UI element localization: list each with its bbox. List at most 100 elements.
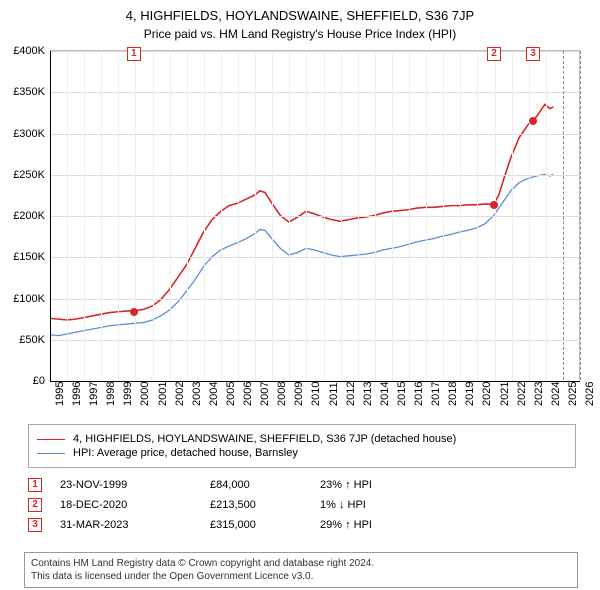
y-gridline bbox=[50, 175, 579, 176]
x-gridline bbox=[187, 51, 188, 380]
x-tick-label: 1998 bbox=[105, 382, 117, 406]
sale-date: 31-MAR-2023 bbox=[60, 519, 210, 531]
x-gridline bbox=[238, 51, 239, 380]
legend-swatch bbox=[37, 453, 65, 454]
y-gridline bbox=[50, 92, 579, 93]
x-tick-label: 2020 bbox=[481, 382, 493, 406]
y-tick-label: £250K bbox=[0, 169, 45, 181]
sale-delta: 29% ↑ HPI bbox=[320, 519, 440, 531]
sale-delta: 23% ↑ HPI bbox=[320, 479, 440, 491]
x-gridline bbox=[67, 51, 68, 380]
x-gridline bbox=[546, 51, 547, 380]
x-tick-label: 2014 bbox=[379, 382, 391, 406]
y-gridline bbox=[50, 257, 579, 258]
sale-row-marker: 2 bbox=[28, 498, 42, 512]
sale-marker-box: 1 bbox=[127, 47, 141, 61]
x-gridline bbox=[289, 51, 290, 380]
sale-date: 18-DEC-2020 bbox=[60, 499, 210, 511]
x-tick-label: 1996 bbox=[71, 382, 83, 406]
x-gridline bbox=[272, 51, 273, 380]
x-gridline bbox=[324, 51, 325, 380]
legend-swatch bbox=[37, 439, 65, 440]
y-tick-label: £50K bbox=[0, 334, 45, 346]
footer-line-2: This data is licensed under the Open Gov… bbox=[31, 570, 571, 583]
x-gridline bbox=[495, 51, 496, 380]
x-tick-label: 1999 bbox=[122, 382, 134, 406]
x-tick-label: 2021 bbox=[499, 382, 511, 406]
attribution-footer: Contains HM Land Registry data © Crown c… bbox=[24, 552, 578, 588]
x-gridline bbox=[84, 51, 85, 380]
x-gridline bbox=[358, 51, 359, 380]
footer-line-1: Contains HM Land Registry data © Crown c… bbox=[31, 557, 571, 570]
x-tick-label: 2009 bbox=[293, 382, 305, 406]
x-gridline bbox=[426, 51, 427, 380]
x-gridline bbox=[409, 51, 410, 380]
y-axis bbox=[50, 51, 51, 381]
y-gridline bbox=[50, 216, 579, 217]
y-tick-label: £400K bbox=[0, 45, 45, 57]
sale-price: £213,500 bbox=[210, 499, 320, 511]
x-tick-label: 2019 bbox=[464, 382, 476, 406]
x-gridline bbox=[255, 51, 256, 380]
x-tick-label: 2005 bbox=[225, 382, 237, 406]
x-gridline bbox=[563, 51, 564, 380]
x-gridline bbox=[443, 51, 444, 380]
sale-point bbox=[130, 308, 138, 316]
x-tick-label: 2006 bbox=[242, 382, 254, 406]
legend-label: HPI: Average price, detached house, Barn… bbox=[73, 447, 298, 459]
x-tick-label: 2022 bbox=[516, 382, 528, 406]
x-tick-label: 2000 bbox=[139, 382, 151, 406]
y-tick-label: £100K bbox=[0, 293, 45, 305]
sale-row: 2 18-DEC-2020£213,5001% ↓ HPI bbox=[28, 498, 576, 512]
x-gridline bbox=[580, 51, 581, 380]
y-gridline bbox=[50, 299, 579, 300]
y-gridline bbox=[50, 134, 579, 135]
x-gridline bbox=[306, 51, 307, 380]
chart-title: 4, HIGHFIELDS, HOYLANDSWAINE, SHEFFIELD,… bbox=[0, 0, 600, 23]
x-tick-label: 1995 bbox=[54, 382, 66, 406]
sale-marker-box: 3 bbox=[526, 47, 540, 61]
x-tick-label: 1997 bbox=[88, 382, 100, 406]
x-tick-label: 2007 bbox=[259, 382, 271, 406]
x-tick-label: 2018 bbox=[447, 382, 459, 406]
sale-date: 23-NOV-1999 bbox=[60, 479, 210, 491]
x-tick-label: 2011 bbox=[328, 382, 340, 406]
x-tick-label: 2001 bbox=[157, 382, 169, 406]
y-tick-label: £0 bbox=[0, 375, 45, 387]
sale-row-marker: 3 bbox=[28, 518, 42, 532]
x-tick-label: 2026 bbox=[584, 382, 596, 406]
sale-delta: 1% ↓ HPI bbox=[320, 499, 440, 511]
x-gridline bbox=[392, 51, 393, 380]
legend-item: HPI: Average price, detached house, Barn… bbox=[37, 447, 567, 459]
sale-marker-box: 2 bbox=[487, 47, 501, 61]
sale-price: £84,000 bbox=[210, 479, 320, 491]
x-tick-label: 2013 bbox=[362, 382, 374, 406]
y-tick-label: £150K bbox=[0, 251, 45, 263]
sale-row: 3 31-MAR-2023£315,00029% ↑ HPI bbox=[28, 518, 576, 532]
y-gridline bbox=[50, 340, 579, 341]
x-gridline bbox=[529, 51, 530, 380]
x-axis bbox=[50, 381, 580, 382]
sale-point bbox=[490, 201, 498, 209]
x-tick-label: 2015 bbox=[396, 382, 408, 406]
x-tick-label: 2008 bbox=[276, 382, 288, 406]
x-gridline bbox=[101, 51, 102, 380]
legend-item: 4, HIGHFIELDS, HOYLANDSWAINE, SHEFFIELD,… bbox=[37, 433, 567, 445]
x-tick-label: 2017 bbox=[430, 382, 442, 406]
x-gridline bbox=[204, 51, 205, 380]
x-tick-label: 2024 bbox=[550, 382, 562, 406]
x-gridline bbox=[512, 51, 513, 380]
y-tick-label: £300K bbox=[0, 128, 45, 140]
x-tick-label: 2012 bbox=[345, 382, 357, 406]
chart-plot-area: £0£50K£100K£150K£200K£250K£300K£350K£400… bbox=[50, 50, 580, 380]
sale-row-marker: 1 bbox=[28, 478, 42, 492]
x-gridline bbox=[375, 51, 376, 380]
x-tick-label: 2023 bbox=[533, 382, 545, 406]
sale-point bbox=[529, 117, 537, 125]
x-tick-label: 2010 bbox=[310, 382, 322, 406]
sale-price: £315,000 bbox=[210, 519, 320, 531]
x-gridline bbox=[153, 51, 154, 380]
y-tick-label: £200K bbox=[0, 210, 45, 222]
x-gridline bbox=[477, 51, 478, 380]
x-tick-label: 2003 bbox=[191, 382, 203, 406]
